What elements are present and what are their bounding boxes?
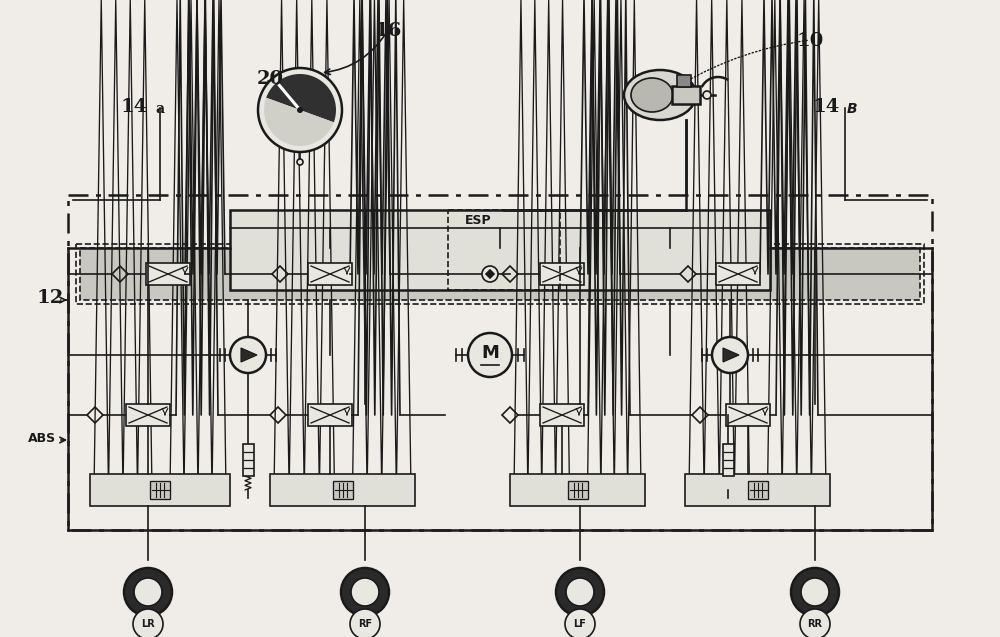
Circle shape	[703, 91, 711, 99]
Circle shape	[350, 609, 380, 637]
Bar	[722, 444, 734, 476]
Bar	[332, 481, 352, 499]
Circle shape	[482, 266, 498, 282]
Circle shape	[297, 107, 303, 113]
Ellipse shape	[624, 70, 696, 120]
Circle shape	[351, 578, 379, 606]
Bar	[126, 404, 170, 426]
Bar	[568, 481, 588, 499]
Bar	[68, 195, 932, 530]
Text: a: a	[155, 102, 164, 116]
Text: 14: 14	[813, 98, 840, 116]
Bar	[308, 263, 352, 285]
Text: B: B	[847, 102, 858, 116]
Circle shape	[800, 609, 830, 637]
Text: ABS: ABS	[28, 431, 56, 445]
Bar	[76, 244, 924, 304]
Bar	[242, 444, 254, 476]
Ellipse shape	[631, 78, 673, 112]
Text: RF: RF	[358, 619, 372, 629]
Bar	[90, 474, 230, 506]
Circle shape	[566, 578, 594, 606]
Circle shape	[230, 337, 266, 373]
Bar	[716, 263, 760, 285]
Polygon shape	[266, 74, 336, 122]
Text: 16: 16	[374, 22, 402, 40]
Text: LF: LF	[574, 619, 586, 629]
Bar	[146, 263, 190, 285]
Bar	[685, 474, 830, 506]
Polygon shape	[723, 348, 739, 362]
Text: M: M	[481, 344, 499, 362]
Text: LR: LR	[141, 619, 155, 629]
Bar	[308, 404, 352, 426]
Circle shape	[124, 568, 172, 616]
Circle shape	[791, 568, 839, 616]
Circle shape	[565, 609, 595, 637]
Polygon shape	[486, 270, 494, 278]
Text: ESP: ESP	[465, 213, 491, 227]
Text: 20: 20	[256, 70, 284, 88]
Bar	[672, 86, 700, 104]
Bar	[677, 75, 691, 87]
Bar	[80, 248, 920, 300]
Circle shape	[134, 578, 162, 606]
Text: 14: 14	[121, 98, 148, 116]
Bar	[150, 481, 170, 499]
Circle shape	[801, 578, 829, 606]
Circle shape	[556, 568, 604, 616]
Text: 12: 12	[36, 289, 64, 307]
Circle shape	[297, 159, 303, 165]
Bar	[270, 474, 415, 506]
Circle shape	[712, 337, 748, 373]
Bar	[448, 210, 560, 290]
Circle shape	[258, 68, 342, 152]
Text: 10: 10	[796, 32, 824, 50]
Polygon shape	[264, 97, 334, 146]
Circle shape	[468, 333, 512, 377]
Bar	[540, 263, 584, 285]
Bar	[726, 404, 770, 426]
Text: RR: RR	[808, 619, 822, 629]
Bar	[510, 474, 645, 506]
Polygon shape	[241, 348, 257, 362]
Circle shape	[133, 609, 163, 637]
Bar	[230, 210, 770, 290]
Bar	[540, 404, 584, 426]
Circle shape	[341, 568, 389, 616]
Bar	[748, 481, 768, 499]
